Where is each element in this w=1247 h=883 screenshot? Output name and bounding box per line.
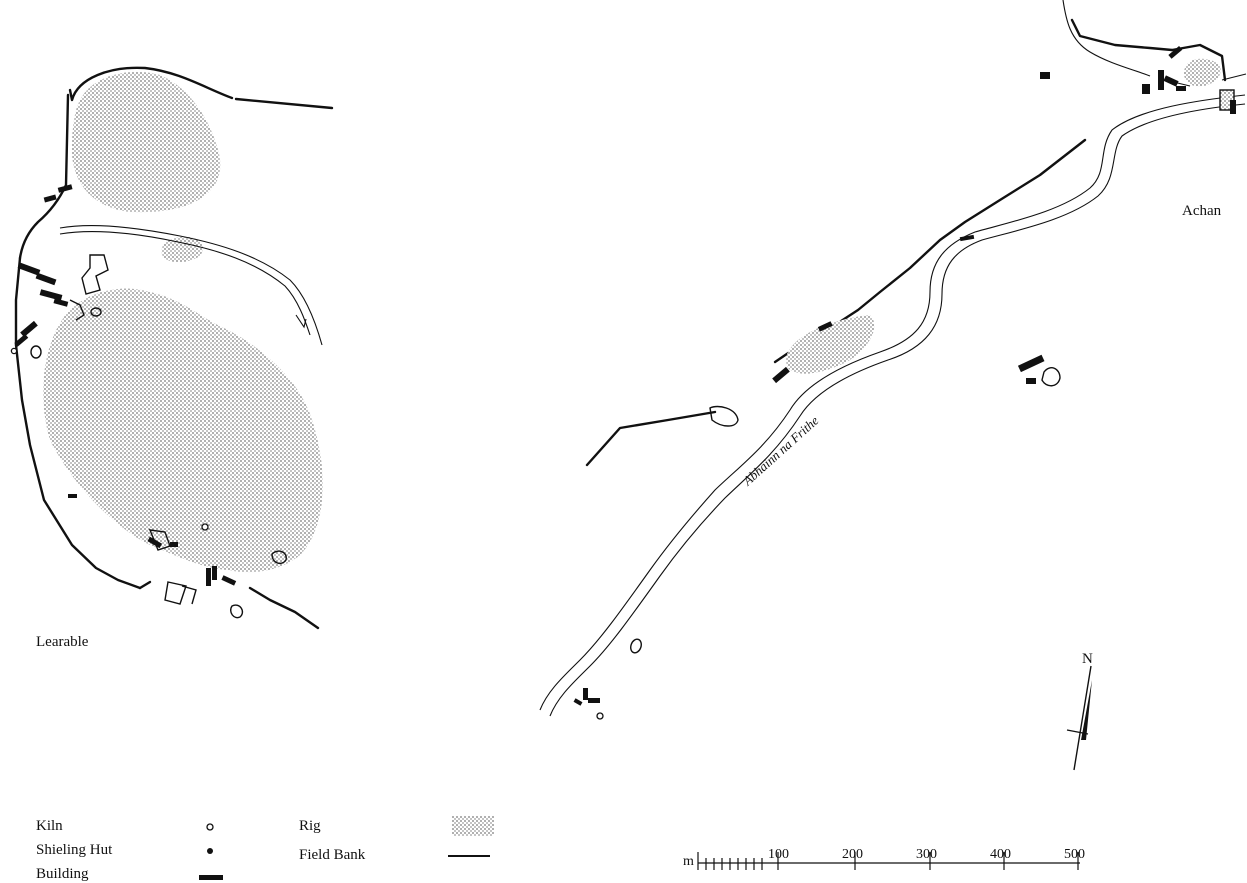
rig-area-small	[161, 236, 203, 262]
scale-bar	[697, 852, 1080, 870]
scale-tick-label: 100	[768, 847, 789, 862]
building-legend-symbol	[199, 875, 223, 880]
scale-tick-label: 200	[842, 847, 863, 862]
enclosures-right	[630, 367, 1061, 654]
kiln-marker	[10, 347, 18, 355]
legend-label-building: Building	[36, 866, 89, 882]
scale-tick-label: 500	[1064, 847, 1085, 862]
rig-legend-symbol	[452, 816, 494, 836]
kiln-marker	[201, 523, 209, 531]
north-label: N	[1082, 651, 1093, 667]
enclosures-learable	[30, 254, 287, 619]
place-label-learable: Learable	[36, 634, 89, 650]
rig-area-river	[786, 315, 875, 374]
legend-label-kiln: Kiln	[36, 818, 63, 834]
rig-area-main	[43, 288, 323, 573]
field-banks-right	[585, 18, 1227, 467]
legend-label-field-bank: Field Bank	[299, 847, 366, 863]
north-arrow	[1066, 665, 1092, 771]
scale-tick-label: 300	[916, 847, 937, 862]
scale-unit-label: m	[683, 854, 694, 869]
stream-learable	[59, 225, 323, 346]
legend-label-rig: Rig	[299, 818, 321, 834]
rig-area-north	[72, 71, 221, 213]
legend-label-shieling-hut: Shieling Hut	[36, 842, 113, 858]
place-label-achan: Achan	[1182, 203, 1222, 219]
river-abhainn-na-frithe	[539, 94, 1246, 717]
scale-tick-label: 400	[990, 847, 1011, 862]
buildings-right	[573, 45, 1236, 706]
kiln-marker	[596, 712, 604, 720]
shieling-hut-legend-symbol	[207, 848, 213, 854]
buildings-learable	[14, 184, 237, 586]
field-banks-learable	[14, 66, 334, 630]
kiln-legend-symbol	[206, 823, 214, 831]
rig-area-achan	[1184, 58, 1221, 87]
legend-symbols	[199, 816, 494, 880]
